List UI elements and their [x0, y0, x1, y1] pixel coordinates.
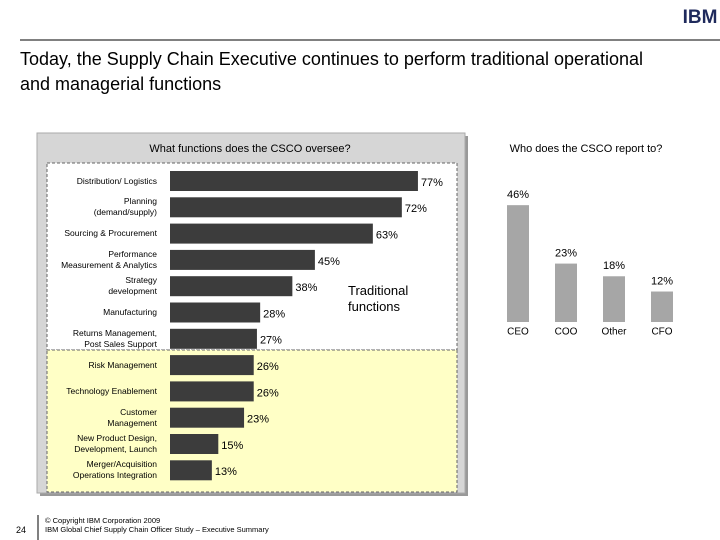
logo: IBM	[683, 7, 718, 28]
value-label: 77%	[421, 177, 443, 189]
value-label: 27%	[260, 335, 282, 347]
bar	[507, 205, 529, 322]
bar	[170, 460, 212, 481]
slide-title: Today, the Supply Chain Executive contin…	[20, 49, 644, 94]
bar	[170, 407, 245, 428]
value-label: 15%	[221, 440, 243, 452]
category-label: Strategy development	[108, 275, 157, 297]
bar	[170, 276, 293, 297]
category-label: COO	[555, 327, 578, 338]
annotation: Traditional functions	[348, 283, 409, 314]
category-label: Returns Management, Post Sales Support	[72, 327, 157, 349]
value-label: 13%	[215, 466, 237, 478]
category-label: Risk Management	[88, 359, 157, 370]
copyright: © Copyright IBM Corporation 2009	[45, 516, 161, 525]
bar	[170, 381, 254, 402]
bar	[170, 355, 254, 376]
value-label: 46%	[507, 189, 529, 201]
category-label: Performance Measurement & Analytics	[61, 248, 157, 270]
category-label: Planning (demand/supply)	[93, 196, 157, 218]
category-label: Other	[601, 327, 627, 338]
category-label: Sourcing & Procurement	[64, 228, 157, 239]
value-label: 26%	[257, 361, 279, 373]
chart-title: What functions does the CSCO oversee?	[149, 143, 350, 155]
bar	[603, 276, 625, 322]
value-label: 63%	[376, 230, 398, 242]
bar	[555, 263, 577, 322]
value-label: 18%	[603, 260, 625, 272]
page-number: 24	[16, 525, 27, 535]
value-label: 28%	[263, 308, 285, 320]
category-label: CEO	[507, 327, 529, 338]
chart-title: Who does the CSCO report to?	[510, 143, 663, 155]
value-label: 26%	[257, 387, 279, 399]
bar	[170, 249, 315, 270]
bar	[170, 328, 257, 349]
bar	[170, 223, 373, 244]
value-label: 45%	[318, 256, 340, 268]
category-label: Distribution/ Logistics	[76, 175, 157, 186]
category-label: CFO	[651, 327, 672, 338]
bar	[170, 302, 261, 323]
bar	[170, 434, 219, 454]
category-label: Merger/Acquisition Operations Integratio…	[72, 459, 157, 481]
source: IBM Global Chief Supply Chain Officer St…	[45, 525, 269, 534]
bar	[170, 171, 418, 191]
bar	[651, 291, 673, 322]
value-label: 38%	[295, 282, 317, 294]
value-label: 12%	[651, 275, 673, 287]
value-label: 23%	[555, 247, 577, 259]
category-label: Customer Management	[107, 406, 157, 428]
category-label: New Product Design, Development, Launch	[74, 433, 157, 454]
category-label: Manufacturing	[103, 307, 157, 317]
value-label: 72%	[405, 203, 427, 215]
category-label: Technology Enablement	[66, 385, 157, 396]
bar	[170, 197, 402, 218]
value-label: 23%	[247, 414, 269, 426]
